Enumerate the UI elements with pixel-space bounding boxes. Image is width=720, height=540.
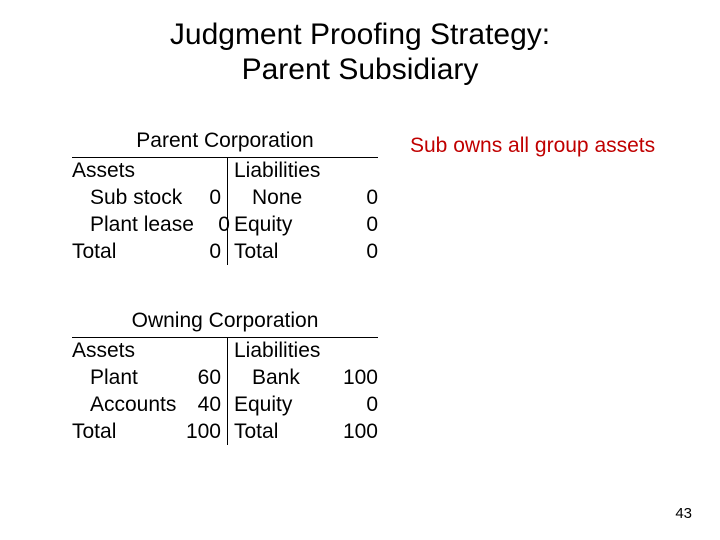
- asset-label: Plant lease: [72, 212, 194, 239]
- parent-block: Parent Corporation Assets Sub stock 0 Pl…: [72, 128, 378, 265]
- parent-balance-sheet: Assets Sub stock 0 Plant lease 0 Total 0: [72, 157, 378, 266]
- asset-value: 0: [194, 212, 230, 239]
- owning-assets-col: Assets Plant 60 Accounts 40 Total 100: [72, 338, 228, 446]
- asset-label: Sub stock: [72, 185, 182, 212]
- total-label: Total: [72, 419, 116, 446]
- total-label: Total: [234, 419, 278, 446]
- liab-header: Liabilities: [234, 338, 320, 365]
- title-line-2: Parent Subsidiary: [242, 53, 479, 86]
- table-row: Sub stock 0: [72, 185, 221, 212]
- annotation-text: Sub owns all group assets: [410, 134, 655, 158]
- total-value: 0: [185, 239, 221, 266]
- assets-header-row: Assets: [72, 158, 221, 185]
- table-row: Bank 100: [234, 365, 378, 392]
- liab-total-row: Total 0: [234, 239, 378, 266]
- owning-balance-sheet: Assets Plant 60 Accounts 40 Total 100: [72, 337, 378, 446]
- liab-header: Liabilities: [234, 158, 320, 185]
- assets-header-row: Assets: [72, 338, 221, 365]
- owning-block: Owning Corporation Assets Plant 60 Accou…: [72, 308, 378, 445]
- total-value: 100: [185, 419, 221, 446]
- equity-label: Equity: [234, 392, 292, 419]
- asset-value: 40: [185, 392, 221, 419]
- page-number: 43: [675, 505, 692, 522]
- parent-assets-col: Assets Sub stock 0 Plant lease 0 Total 0: [72, 158, 228, 266]
- owning-header: Owning Corporation: [72, 308, 378, 335]
- asset-label: Plant: [72, 365, 138, 392]
- assets-header: Assets: [72, 158, 135, 185]
- total-value: 0: [342, 239, 378, 266]
- assets-total-row: Total 100: [72, 419, 221, 446]
- title-line-1: Judgment Proofing Strategy:: [170, 18, 550, 51]
- liab-value: 0: [342, 185, 378, 212]
- slide: Judgment Proofing Strategy: Parent Subsi…: [0, 0, 720, 540]
- asset-value: 60: [185, 365, 221, 392]
- table-row: Equity 0: [234, 392, 378, 419]
- parent-header: Parent Corporation: [72, 128, 378, 155]
- table-row: Plant lease 0: [72, 212, 221, 239]
- asset-label: Accounts: [72, 392, 176, 419]
- assets-header: Assets: [72, 338, 135, 365]
- asset-value: 0: [185, 185, 221, 212]
- slide-title: Judgment Proofing Strategy: Parent Subsi…: [0, 0, 720, 87]
- table-row: Equity 0: [234, 212, 378, 239]
- total-label: Total: [234, 239, 278, 266]
- liab-header-row: Liabilities: [234, 338, 378, 365]
- assets-total-row: Total 0: [72, 239, 221, 266]
- equity-value: 0: [342, 212, 378, 239]
- liab-total-row: Total 100: [234, 419, 378, 446]
- parent-liab-col: Liabilities None 0 Equity 0 Total 0: [228, 158, 378, 266]
- table-row: None 0: [234, 185, 378, 212]
- table-row: Plant 60: [72, 365, 221, 392]
- total-value: 100: [342, 419, 378, 446]
- liab-value: 100: [342, 365, 378, 392]
- equity-value: 0: [342, 392, 378, 419]
- owning-liab-col: Liabilities Bank 100 Equity 0 Total 100: [228, 338, 378, 446]
- total-label: Total: [72, 239, 116, 266]
- equity-label: Equity: [234, 212, 292, 239]
- liab-label: Bank: [234, 365, 300, 392]
- liab-label: None: [234, 185, 302, 212]
- liab-header-row: Liabilities: [234, 158, 378, 185]
- table-row: Accounts 40: [72, 392, 221, 419]
